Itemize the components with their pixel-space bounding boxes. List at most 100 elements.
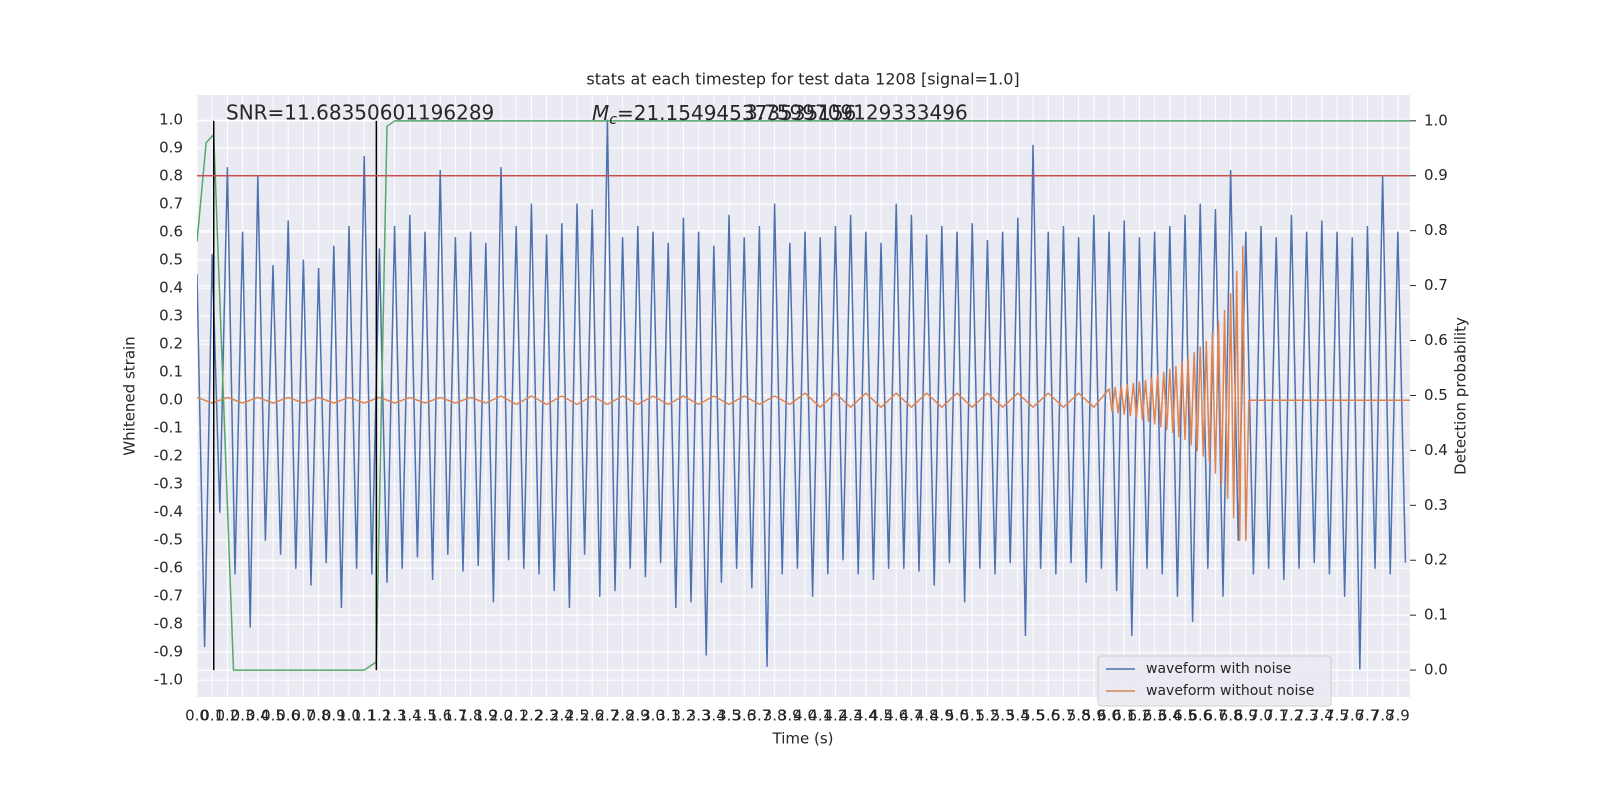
x-tick-label: 4.2 bbox=[823, 707, 847, 725]
y-tick-label: -0.7 bbox=[154, 587, 183, 605]
x-tick-label: 1.5 bbox=[413, 707, 437, 725]
x-tick-label: 6.9 bbox=[1234, 707, 1258, 725]
x-tick-label: 4.7 bbox=[899, 707, 923, 725]
x-tick-label: 7.0 bbox=[1249, 707, 1273, 725]
annotation-text: =21.154945373535156 bbox=[617, 101, 856, 125]
y2-axis-label: Detection probability bbox=[1452, 317, 1470, 475]
x-tick-label: 0.2 bbox=[215, 707, 239, 725]
overlay bbox=[197, 120, 1410, 671]
y-tick-label: 0.4 bbox=[159, 279, 183, 297]
x-tick-label: 5.1 bbox=[960, 707, 984, 725]
x-tick-label: 5.8 bbox=[1067, 707, 1091, 725]
x-tick-label: 1.0 bbox=[337, 707, 361, 725]
series-line bbox=[197, 119, 1407, 670]
series-line bbox=[197, 120, 1410, 671]
legend-label: waveform with noise bbox=[1146, 661, 1291, 677]
x-tick-label: 2.8 bbox=[611, 707, 635, 725]
x-tick-label: 7.2 bbox=[1280, 707, 1304, 725]
y2-tick-label: 0.3 bbox=[1424, 496, 1448, 514]
y2-tick-label: 0.4 bbox=[1424, 441, 1448, 459]
x-tick-label: 3.7 bbox=[747, 707, 771, 725]
x-tick-label: 2.7 bbox=[595, 707, 619, 725]
y-tick-label: -0.6 bbox=[154, 559, 183, 577]
x-tick-label: 4.4 bbox=[854, 707, 878, 725]
y-tick-label: 0.0 bbox=[159, 391, 183, 409]
x-tick-label: 1.6 bbox=[428, 707, 452, 725]
y2-tick-label: 0.2 bbox=[1424, 551, 1448, 569]
x-tick-label: 2.0 bbox=[489, 707, 513, 725]
x-tick-label: 0.3 bbox=[231, 707, 255, 725]
x-tick-label: 3.4 bbox=[702, 707, 726, 725]
x-tick-label: 7.7 bbox=[1356, 707, 1380, 725]
y-tick-label: 0.5 bbox=[159, 251, 183, 269]
y-tick-label: -0.9 bbox=[154, 643, 183, 661]
y2-tick-label: 0.0 bbox=[1424, 661, 1448, 679]
x-tick-label: 1.4 bbox=[398, 707, 422, 725]
annotation: 3.7599709129333496 bbox=[745, 101, 968, 125]
y2-tick-label: 0.7 bbox=[1424, 276, 1448, 294]
x-tick-label: 7.1 bbox=[1264, 707, 1288, 725]
x-tick-label: 1.1 bbox=[352, 707, 376, 725]
annotation-symbol: M bbox=[592, 101, 609, 125]
x-tick-label: 7.5 bbox=[1325, 707, 1349, 725]
x-tick-label: 4.3 bbox=[839, 707, 863, 725]
x-tick-label: 3.9 bbox=[778, 707, 802, 725]
y-tick-label: 0.7 bbox=[159, 195, 183, 213]
series-line bbox=[197, 245, 1410, 541]
x-tick-label: 0.1 bbox=[200, 707, 224, 725]
x-tick-label: 2.5 bbox=[565, 707, 589, 725]
y-tick-label: 0.1 bbox=[159, 363, 183, 381]
y2-tick-label: 0.5 bbox=[1424, 386, 1448, 404]
x-tick-label: 1.9 bbox=[474, 707, 498, 725]
x-tick-label: 4.9 bbox=[930, 707, 954, 725]
x-tick-label: 6.3 bbox=[1143, 707, 1167, 725]
y2-tick-label: 0.8 bbox=[1424, 221, 1448, 239]
y-tick-label: 0.3 bbox=[159, 307, 183, 325]
y-tick-label: -1.0 bbox=[154, 671, 183, 689]
legend: waveform with noise waveform without nois… bbox=[1097, 655, 1332, 707]
x-tick-label: 5.6 bbox=[1036, 707, 1060, 725]
x-tick-label: 2.3 bbox=[535, 707, 559, 725]
x-tick-label: 6.5 bbox=[1173, 707, 1197, 725]
chart-title: stats at each timestep for test data 120… bbox=[586, 70, 1019, 89]
x-tick-label: 1.2 bbox=[367, 707, 391, 725]
x-tick-label: 3.0 bbox=[641, 707, 665, 725]
x-tick-label: 5.3 bbox=[991, 707, 1015, 725]
x-tick-label: 2.9 bbox=[626, 707, 650, 725]
x-tick-label: 0.0 bbox=[185, 707, 209, 725]
x-tick-label: 7.3 bbox=[1295, 707, 1319, 725]
x-tick-label: 6.2 bbox=[1128, 707, 1152, 725]
legend-box bbox=[1097, 655, 1332, 707]
x-tick-label: 4.5 bbox=[869, 707, 893, 725]
x-tick-label: 6.4 bbox=[1158, 707, 1182, 725]
x-tick-label: 3.6 bbox=[732, 707, 756, 725]
x-tick-label: 4.0 bbox=[793, 707, 817, 725]
x-tick-label: 0.6 bbox=[276, 707, 300, 725]
x-tick-label: 6.1 bbox=[1112, 707, 1136, 725]
x-tick-label: 6.8 bbox=[1219, 707, 1243, 725]
data bbox=[197, 119, 1410, 671]
annotation-subscript: c bbox=[609, 112, 617, 128]
x-tick-label: 6.6 bbox=[1188, 707, 1212, 725]
y2-tick-label: 0.9 bbox=[1424, 166, 1448, 184]
x-tick-label: 3.3 bbox=[687, 707, 711, 725]
x-tick-label: 2.1 bbox=[504, 707, 528, 725]
x-tick-label: 3.5 bbox=[717, 707, 741, 725]
x-tick-label: 0.8 bbox=[307, 707, 331, 725]
y-tick-label: 0.8 bbox=[159, 167, 183, 185]
x-tick-label: 5.7 bbox=[1051, 707, 1075, 725]
x-tick-label: 5.2 bbox=[975, 707, 999, 725]
x-tick-label: 1.7 bbox=[443, 707, 467, 725]
x-tick-label: 0.4 bbox=[246, 707, 270, 725]
y-tick-label: 0.6 bbox=[159, 223, 183, 241]
x-tick-label: 0.5 bbox=[261, 707, 285, 725]
x-tick-label: 4.6 bbox=[884, 707, 908, 725]
x-tick-label: 0.9 bbox=[322, 707, 346, 725]
y2-tick-label: 0.1 bbox=[1424, 606, 1448, 624]
x-tick-label: 0.7 bbox=[291, 707, 315, 725]
y-tick-label: -0.8 bbox=[154, 615, 183, 633]
y2-tick-label: 0.6 bbox=[1424, 331, 1448, 349]
x-tick-label: 6.0 bbox=[1097, 707, 1121, 725]
x-tick-label: 7.8 bbox=[1371, 707, 1395, 725]
legend-label: waveform without noise bbox=[1146, 683, 1314, 699]
